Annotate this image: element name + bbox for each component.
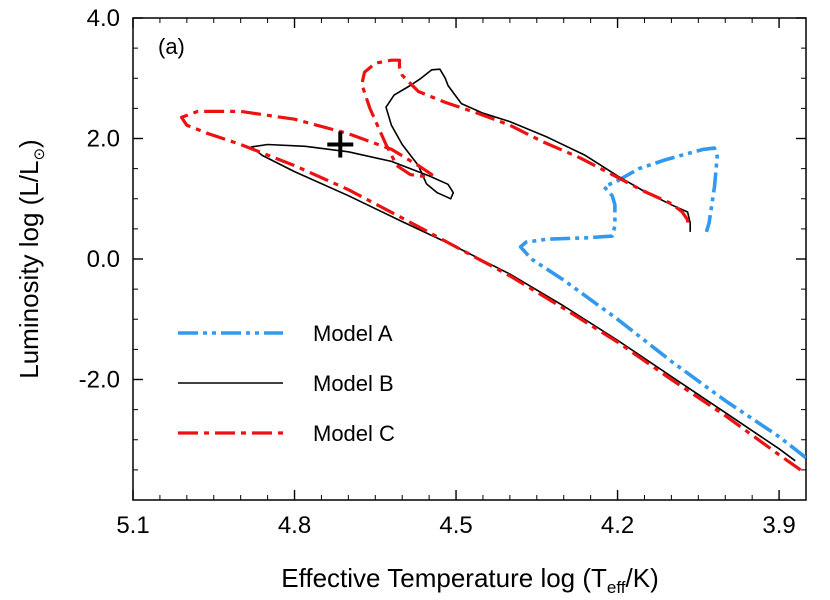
x-tick-label: 4.2 <box>601 512 634 539</box>
legend: Model A Model B Model C <box>178 321 395 446</box>
series-layer <box>179 58 806 472</box>
x-tick-label: 3.9 <box>762 512 795 539</box>
series-line-model-b <box>250 68 796 462</box>
x-axis-title: Effective Temperature log (Teff/K) <box>281 563 658 597</box>
series-line-model-a <box>518 146 806 460</box>
plot-frame <box>132 17 807 501</box>
legend-label-model-a: Model A <box>313 321 393 346</box>
x-tick-label: 5.1 <box>116 512 149 539</box>
observed-star-marker <box>327 131 354 158</box>
y-tick-label: 4.0 <box>87 5 120 32</box>
x-tick-label: 4.8 <box>278 512 311 539</box>
series-line-model-c <box>179 58 802 472</box>
y-tick-label: -2.0 <box>79 367 120 394</box>
y-tick-label: 2.0 <box>87 126 120 153</box>
axis-ticks: 5.1 4.8 4.5 4.2 3.9 4.0 2.0 0.0 -2.0 <box>79 5 807 539</box>
marker-layer <box>327 131 354 158</box>
x-tick-label: 4.5 <box>439 512 472 539</box>
y-axis-title: Luminosity log (L/L⊙) <box>14 139 48 378</box>
legend-label-model-b: Model B <box>313 371 394 396</box>
panel-label: (a) <box>158 34 185 59</box>
legend-label-model-c: Model C <box>313 421 395 446</box>
y-tick-label: 0.0 <box>87 246 120 273</box>
